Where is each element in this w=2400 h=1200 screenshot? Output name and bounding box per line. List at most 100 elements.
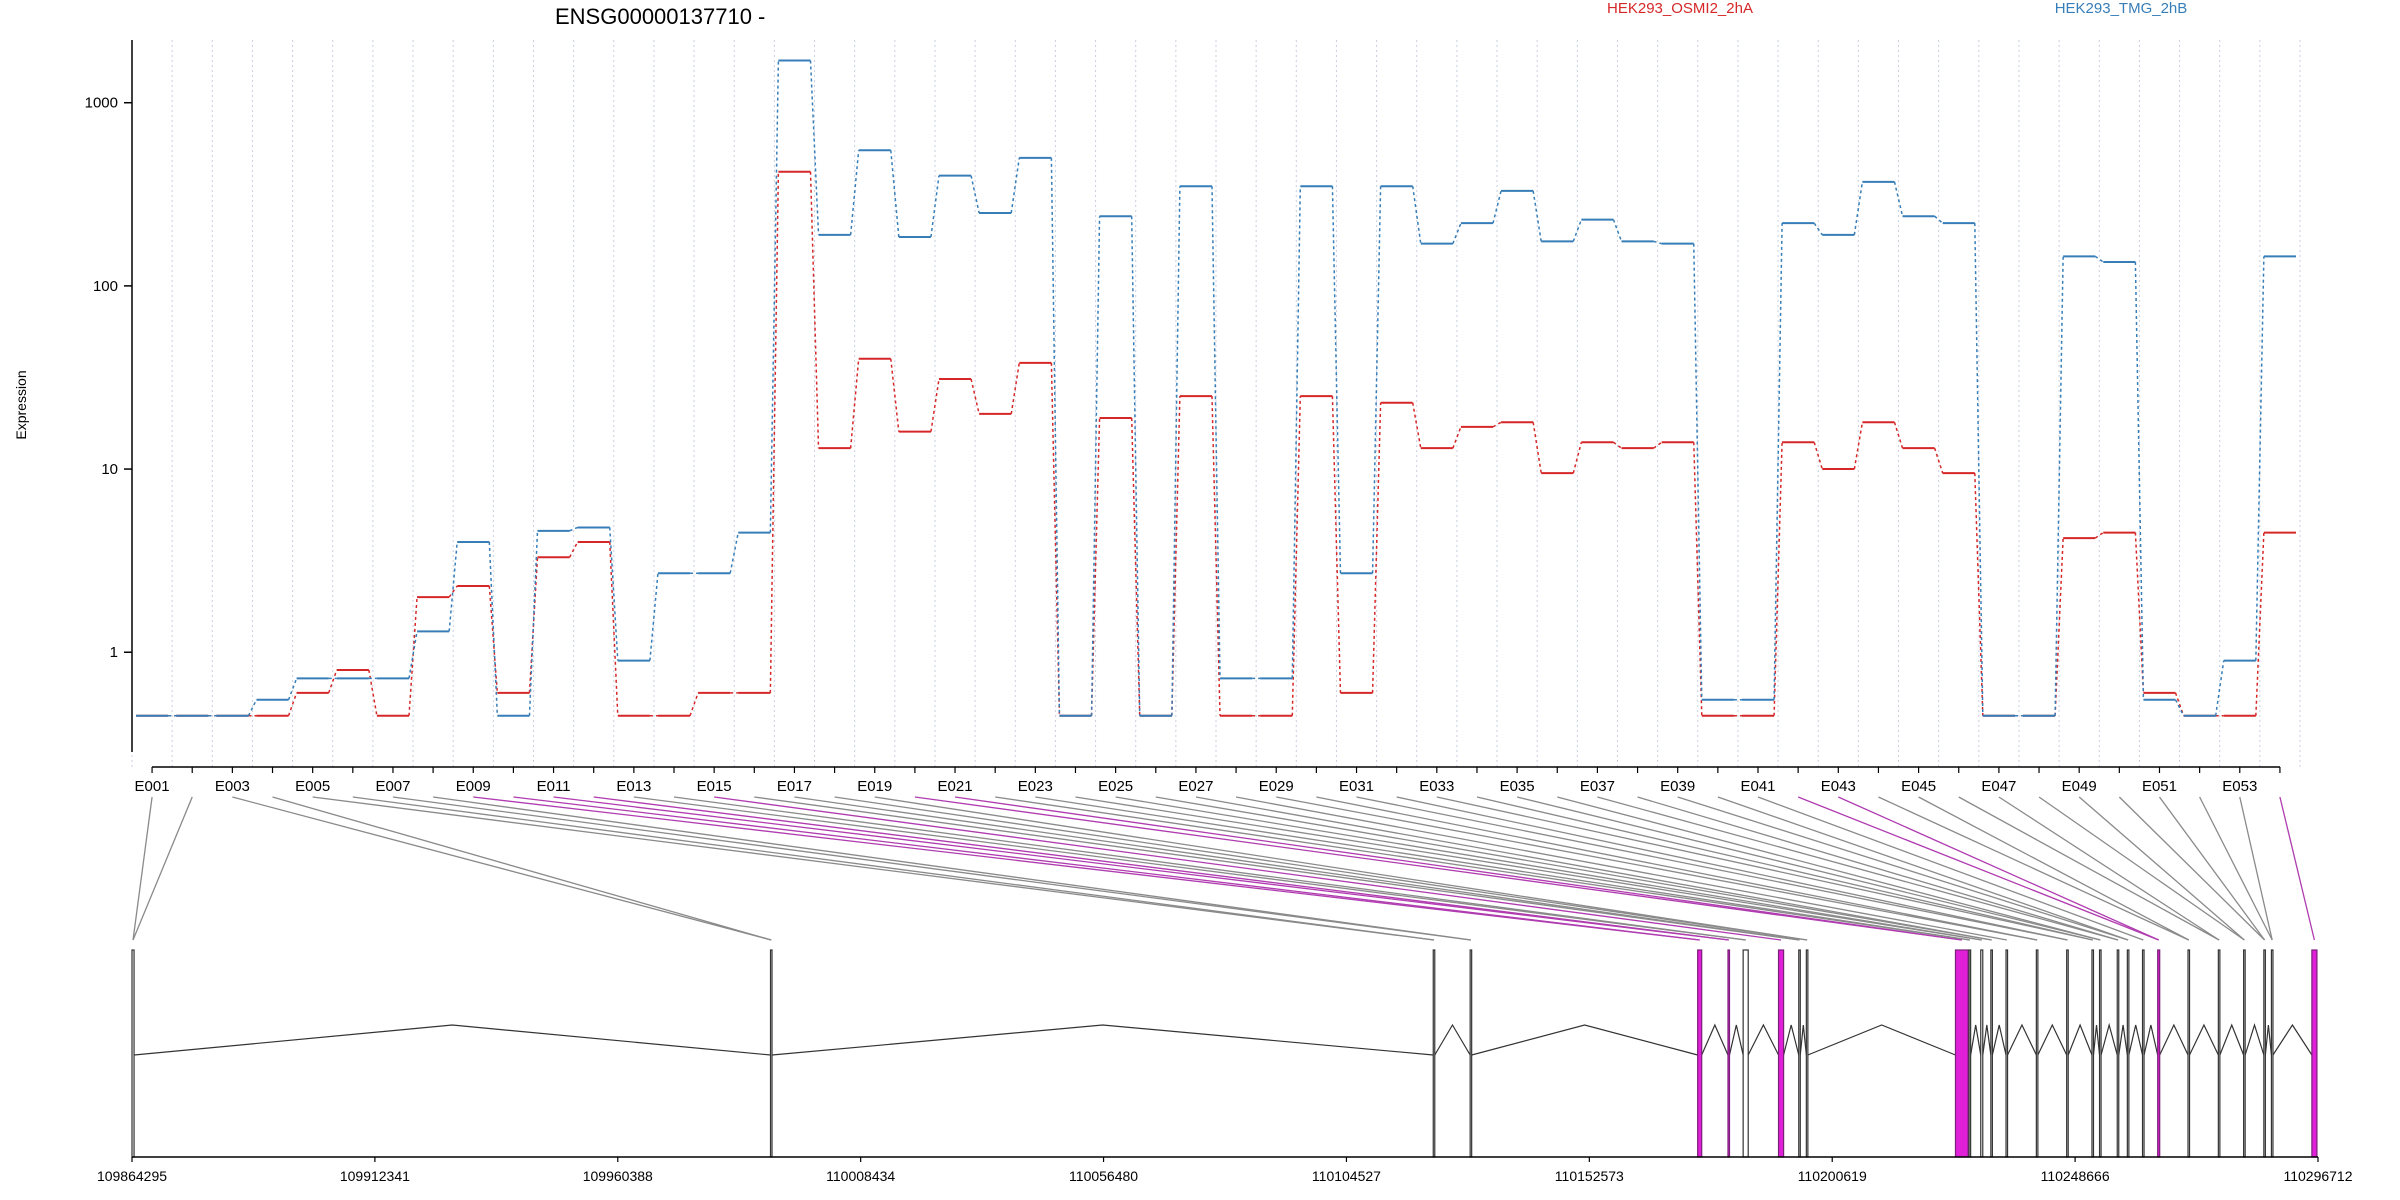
intron	[1991, 1024, 2007, 1056]
data-connector	[1532, 190, 1542, 242]
x-tick-label: E035	[1500, 778, 1535, 795]
exon	[1805, 949, 1809, 1158]
data-connector	[609, 527, 619, 661]
data-connector	[890, 358, 900, 432]
exon-highlight	[1697, 949, 1703, 1158]
exon-connectors	[132, 796, 2316, 941]
exon	[2263, 949, 2266, 1158]
connector-line	[1757, 796, 2144, 941]
data-connector	[1653, 441, 1663, 449]
data-connector	[1331, 396, 1342, 693]
intron	[2100, 1022, 2118, 1056]
data-connector	[930, 378, 940, 432]
y-tick-label: 1000	[85, 95, 118, 112]
connector-line	[995, 796, 1970, 941]
intron	[1970, 1024, 1982, 1056]
x-tick-label: E001	[135, 778, 170, 795]
data-connector	[2134, 262, 2145, 700]
connector-line	[513, 796, 1700, 941]
data-connector	[809, 171, 820, 449]
connector-line	[232, 796, 772, 941]
connector-line	[1316, 796, 2038, 941]
data-connector	[1572, 219, 1583, 242]
data-connector	[2094, 255, 2104, 263]
connector-line	[794, 796, 1800, 941]
exon	[1432, 949, 1436, 1158]
data-connector	[1693, 243, 1703, 700]
exon	[1980, 949, 1984, 1158]
exon-highlight	[2311, 949, 2318, 1158]
data-connector	[528, 530, 539, 716]
exon	[2116, 949, 2120, 1158]
exon	[769, 949, 773, 1158]
x-tick-label: E017	[777, 778, 812, 795]
connector-line	[1476, 796, 2093, 941]
data-connector	[890, 150, 900, 238]
connector-line	[914, 796, 1962, 941]
data-connector	[1572, 442, 1583, 474]
data-connector	[1130, 216, 1141, 716]
intron	[1783, 1024, 1800, 1056]
connector-line	[1717, 796, 2129, 941]
x-tick-label: E005	[295, 778, 330, 795]
connector-line	[1436, 796, 2093, 941]
x-tick-label: E047	[1981, 778, 2016, 795]
connector-line	[312, 796, 1435, 941]
exon-highlight	[1777, 949, 1785, 1158]
exon	[1469, 949, 1473, 1158]
connector-line	[433, 796, 1472, 941]
data-connector	[2054, 256, 2064, 716]
chart-title: ENSG00000137710 -	[555, 4, 765, 29]
x-tick-label: E045	[1901, 778, 1936, 795]
intron	[1747, 1023, 1780, 1056]
data-connector	[769, 171, 780, 693]
connector-line	[2078, 796, 2245, 941]
intron	[2092, 1024, 2101, 1056]
coord-label: 110104527	[1312, 1168, 1381, 1184]
exon	[2066, 949, 2069, 1158]
exon	[1968, 949, 1972, 1158]
intron	[1701, 1023, 1729, 1056]
exon	[1990, 949, 1993, 1158]
exon	[2270, 949, 2274, 1158]
exon	[2098, 949, 2102, 1158]
connector-line	[834, 796, 1808, 941]
exon	[2005, 949, 2009, 1158]
data-connector	[1974, 223, 1984, 716]
data-connector	[1130, 417, 1141, 716]
connector-line	[1075, 796, 1982, 941]
coord-label: 110296712	[2283, 1168, 2352, 1184]
x-tick-label: E011	[537, 778, 571, 795]
connector-line	[673, 796, 1746, 941]
intron	[2128, 1024, 2144, 1056]
data-connector	[328, 669, 338, 694]
x-axis: E001 E003 E005 E007 E009 E011 E013 E015 E017 E019…	[135, 766, 2281, 795]
intron	[2244, 1022, 2265, 1056]
data-connector	[2094, 531, 2104, 539]
coordinate-axis: 109864295 109912341 109960388 110008434 1100…	[97, 1156, 2353, 1184]
connector-line	[1958, 796, 2220, 941]
connector-line	[1998, 796, 2220, 941]
data-connector	[1452, 222, 1462, 244]
connector-line	[1235, 796, 2007, 941]
connector-line	[1115, 796, 1982, 941]
x-tick-label: E003	[215, 778, 250, 795]
data-connector	[1613, 441, 1622, 449]
data-connector	[1653, 240, 1662, 245]
data-connector	[1853, 181, 1864, 235]
x-tick-label: E025	[1098, 778, 1133, 795]
legend-tmg: HEK293_TMG_2hB	[2055, 0, 2188, 17]
connector-line	[132, 796, 193, 941]
data-connector	[1934, 215, 1944, 224]
connector-line	[1356, 796, 2068, 941]
exon-highlight	[2157, 949, 2161, 1158]
data-connector	[2255, 256, 2265, 661]
series-2	[136, 59, 2296, 717]
connector-line	[352, 796, 1435, 941]
exon	[131, 949, 135, 1158]
connector-line	[1557, 796, 2101, 941]
data-connector	[569, 526, 578, 532]
data-connector	[1171, 396, 1181, 716]
connector-line	[593, 796, 1729, 941]
intron	[2272, 1023, 2313, 1056]
